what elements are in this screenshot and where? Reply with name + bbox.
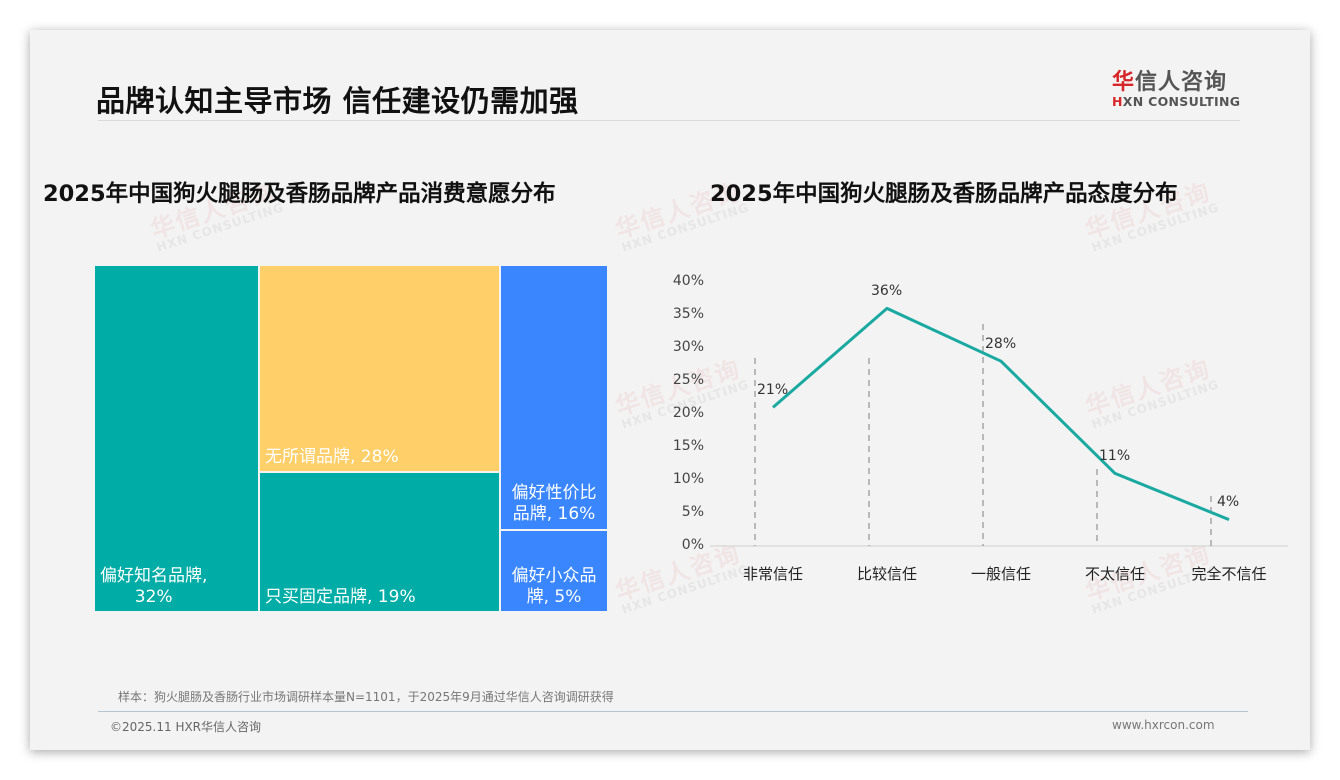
slide: 品牌认知主导市场 信任建设仍需加强 华信人咨询 HXN CONSULTING 华… xyxy=(30,30,1310,750)
treemap-title: 2025年中国狗火腿肠及香肠品牌产品消费意愿分布 xyxy=(43,181,556,207)
x-tick-label: 一般信任 xyxy=(970,565,1031,583)
line-chart-plot xyxy=(710,306,1288,547)
y-tick: 0% xyxy=(681,537,704,553)
sample-footnote: 样本：狗火腿肠及香肠行业市场调研样本量N=1101，于2025年9月通过华信人咨… xyxy=(118,690,614,704)
x-tick-label: 比较信任 xyxy=(856,565,917,583)
title-divider xyxy=(98,120,1240,121)
treemap-cell-value-brand: 偏好性价比 品牌, 16% xyxy=(501,266,607,529)
treemap-cell-fixed-brand: 只买固定品牌, 19% xyxy=(260,473,499,611)
data-label: 28% xyxy=(985,336,1017,352)
logo-cn: 华信人咨询 xyxy=(1112,70,1228,95)
data-label: 11% xyxy=(1099,448,1131,464)
x-tick-label: 完全不信任 xyxy=(1191,565,1267,583)
y-tick: 20% xyxy=(672,405,704,421)
y-tick: 35% xyxy=(672,306,704,322)
footer-divider xyxy=(98,711,1248,712)
treemap-cell-any-brand: 无所谓品牌, 28% xyxy=(260,266,499,471)
company-logo: 华信人咨询 HXN CONSULTING xyxy=(1112,64,1240,109)
y-tick: 10% xyxy=(672,471,704,487)
website-link[interactable]: www.hxrcon.com xyxy=(1112,718,1215,732)
page-title: 品牌认知主导市场 信任建设仍需加强 xyxy=(96,84,579,118)
data-label: 36% xyxy=(871,283,903,299)
logo-en: HXN CONSULTING xyxy=(1112,94,1241,109)
data-label: 4% xyxy=(1217,494,1240,510)
x-tick-label: 不太信任 xyxy=(1084,565,1145,583)
trust-series-line xyxy=(772,306,1230,521)
x-tick-label: 非常信任 xyxy=(742,565,803,583)
y-tick: 15% xyxy=(672,438,704,454)
y-tick: 25% xyxy=(672,372,704,388)
data-label: 21% xyxy=(757,382,789,398)
y-tick: 40% xyxy=(672,273,704,289)
copyright: ©2025.11 HXR华信人咨询 xyxy=(110,720,262,734)
treemap-cell-known-brand: 偏好知名品牌, 32% xyxy=(95,266,258,611)
y-tick: 5% xyxy=(681,504,704,520)
line-chart-title: 2025年中国狗火腿肠及香肠品牌产品态度分布 xyxy=(710,181,1178,207)
treemap-cell-niche-brand: 偏好小众品 牌, 5% xyxy=(501,531,607,611)
y-tick: 30% xyxy=(672,339,704,355)
